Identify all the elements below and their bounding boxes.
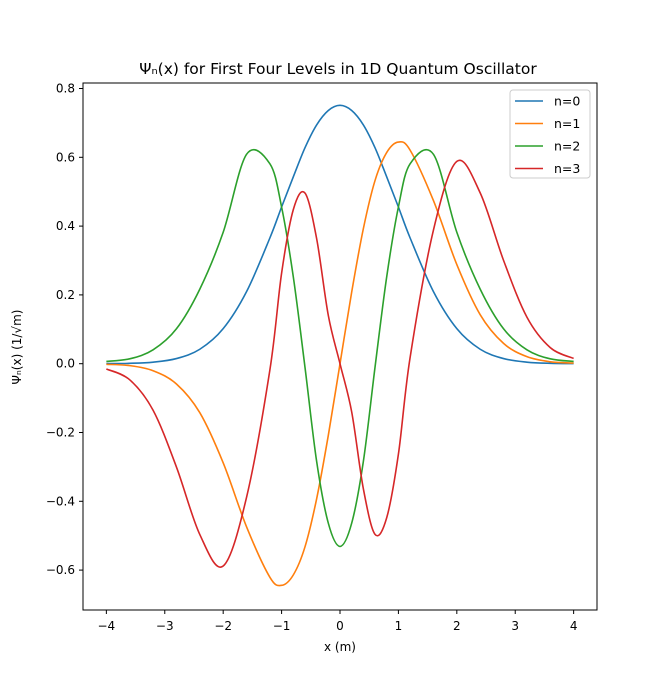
legend-label: n=3 bbox=[554, 161, 580, 176]
series-layer bbox=[106, 104, 574, 587]
y-tick-label: 0.8 bbox=[56, 82, 75, 96]
y-tick-label: 0.4 bbox=[56, 219, 75, 233]
y-tick-label: 0.0 bbox=[56, 357, 75, 371]
x-tick-label: 0 bbox=[336, 619, 344, 633]
x-tick-label: −4 bbox=[98, 619, 116, 633]
legend-label: n=2 bbox=[554, 139, 580, 154]
y-tick-label: 0.2 bbox=[56, 288, 75, 302]
plot-frame bbox=[82, 82, 598, 611]
legend: n=0 n=1 n=2 n=3 bbox=[509, 89, 591, 179]
x-axis-ticks: −4 −3 −2 −1 0 1 2 3 4 bbox=[98, 610, 578, 633]
series-line-n0 bbox=[106, 104, 574, 365]
legend-label: n=0 bbox=[554, 94, 580, 109]
y-axis-ticks: −0.6 −0.4 −0.2 0.0 0.2 0.4 0.6 0.8 bbox=[46, 82, 83, 577]
y-tick-label: −0.4 bbox=[46, 494, 75, 508]
x-tick-label: 3 bbox=[511, 619, 519, 633]
x-tick-label: 2 bbox=[453, 619, 461, 633]
y-tick-label: −0.6 bbox=[46, 563, 75, 577]
chart-title: Ψₙ(x) for First Four Levels in 1D Quantu… bbox=[139, 60, 537, 78]
x-tick-label: 4 bbox=[570, 619, 578, 633]
x-tick-label: −3 bbox=[156, 619, 174, 633]
y-tick-label: −0.2 bbox=[46, 425, 75, 439]
x-tick-label: −1 bbox=[273, 619, 291, 633]
legend-box bbox=[509, 89, 591, 179]
x-tick-label: −2 bbox=[214, 619, 232, 633]
series-line-n3 bbox=[106, 159, 574, 568]
y-tick-label: 0.6 bbox=[56, 150, 75, 164]
x-tick-label: 1 bbox=[395, 619, 403, 633]
legend-label: n=1 bbox=[554, 116, 580, 131]
series-line-n2 bbox=[106, 148, 574, 548]
y-axis-label: Ψₙ(x) (1/√m) bbox=[10, 310, 24, 385]
x-axis-label: x (m) bbox=[324, 640, 356, 654]
